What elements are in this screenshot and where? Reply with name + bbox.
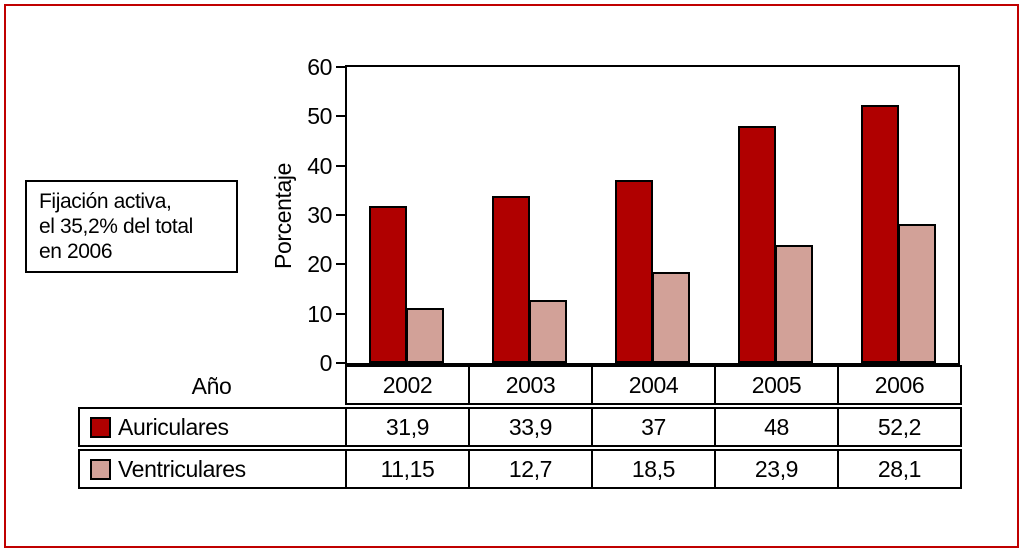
value-ventriculares-2005: 23,9 — [714, 451, 837, 487]
y-tick-label-50: 50 — [307, 103, 332, 129]
annotation-line: Fijación activa, — [39, 190, 172, 213]
value-auriculares-2006: 52,2 — [837, 409, 960, 445]
annotation-line: el 35,2% del total — [39, 215, 193, 238]
value-auriculares-2004: 37 — [591, 409, 714, 445]
series-label-auriculares: Auriculares — [118, 414, 229, 440]
bar-ventriculares-2003 — [529, 300, 567, 363]
bar-auriculares-2002 — [369, 206, 407, 363]
y-tick-label-10: 10 — [307, 301, 332, 327]
value-auriculares-2002: 31,9 — [345, 409, 468, 445]
y-tick-50 — [336, 115, 345, 117]
year-cell-2002: 2002 — [345, 365, 470, 405]
year-cell-2004: 2004 — [591, 365, 716, 405]
series-row-auriculares: Auriculares 31,9 33,9 37 48 52,2 — [78, 407, 962, 447]
y-tick-0 — [336, 362, 345, 364]
value-ventriculares-2003: 12,7 — [468, 451, 591, 487]
bar-ventriculares-2005 — [775, 245, 813, 363]
bar-auriculares-2005 — [738, 126, 776, 363]
value-auriculares-2005: 48 — [714, 409, 837, 445]
year-cell-2006: 2006 — [837, 365, 962, 405]
value-ventriculares-2004: 18,5 — [591, 451, 714, 487]
bar-auriculares-2006 — [861, 105, 899, 363]
y-tick-label-30: 30 — [307, 202, 332, 228]
bar-ventriculares-2002 — [406, 308, 444, 363]
y-tick-30 — [336, 214, 345, 216]
year-cell-2003: 2003 — [468, 365, 593, 405]
x-axis-label: Año — [191, 373, 232, 399]
y-tick-label-60: 60 — [307, 54, 332, 80]
bar-auriculares-2003 — [492, 196, 530, 363]
figure-frame — [4, 4, 1019, 548]
bar-auriculares-2004 — [615, 180, 653, 363]
annotation-box: Fijación activa, el 35,2% del total en 2… — [25, 180, 238, 273]
value-ventriculares-2002: 11,15 — [345, 451, 468, 487]
y-tick-20 — [336, 263, 345, 265]
bar-ventriculares-2006 — [898, 224, 936, 363]
legend-swatch-auriculares — [90, 417, 111, 438]
series-label-ventriculares: Ventriculares — [118, 456, 246, 482]
y-tick-10 — [336, 313, 345, 315]
y-tick-label-20: 20 — [307, 251, 332, 277]
y-tick-label-40: 40 — [307, 153, 332, 179]
y-tick-60 — [336, 66, 345, 68]
series-row-ventriculares: Ventriculares 11,15 12,7 18,5 23,9 28,1 — [78, 449, 962, 489]
bar-ventriculares-2004 — [652, 272, 690, 363]
year-cell-2005: 2005 — [714, 365, 839, 405]
legend-swatch-ventriculares — [90, 459, 111, 480]
y-tick-40 — [336, 165, 345, 167]
value-ventriculares-2006: 28,1 — [837, 451, 960, 487]
value-auriculares-2003: 33,9 — [468, 409, 591, 445]
annotation-line: en 2006 — [39, 240, 113, 263]
y-tick-label-0: 0 — [319, 350, 333, 376]
